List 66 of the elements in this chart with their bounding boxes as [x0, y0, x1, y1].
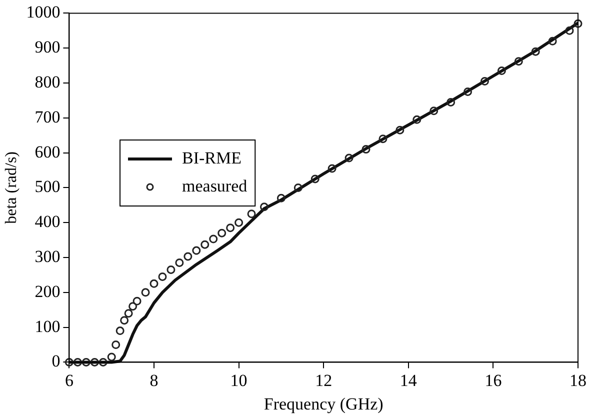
y-axis-title: beta (rad/s)	[2, 151, 20, 224]
y-tick-label: 1000	[26, 2, 60, 22]
point	[480, 77, 489, 86]
point	[430, 106, 438, 116]
x-tick-label: 8	[150, 370, 158, 390]
point	[184, 252, 192, 261]
point	[226, 224, 235, 232]
x-tick-label: 10	[230, 370, 248, 390]
point	[276, 194, 286, 202]
point	[175, 258, 184, 267]
y-tick-label: 100	[34, 316, 60, 336]
point	[82, 358, 90, 366]
point	[378, 134, 388, 144]
point	[141, 288, 150, 297]
x-tick-label: 16	[484, 370, 502, 390]
point	[200, 240, 210, 249]
point	[497, 66, 506, 76]
point	[362, 145, 370, 154]
point	[531, 47, 540, 56]
point	[128, 302, 138, 311]
point	[548, 36, 557, 46]
y-tick-label: 0	[52, 352, 60, 371]
point	[107, 352, 116, 362]
point	[218, 228, 226, 238]
point	[112, 340, 120, 349]
y-tick-label: 600	[34, 142, 60, 162]
point	[90, 358, 99, 366]
point	[328, 164, 336, 173]
point	[574, 19, 582, 28]
point	[565, 26, 574, 35]
point	[132, 296, 142, 306]
y-tick-label: 700	[34, 107, 60, 126]
legend-label: measured	[182, 176, 248, 196]
point	[344, 154, 354, 162]
y-tick-label: 900	[34, 38, 60, 57]
y-tick-label: 800	[34, 72, 60, 92]
point	[124, 309, 133, 318]
legend-label: BI-RME	[182, 148, 242, 168]
point	[158, 272, 167, 281]
x-tick-label: 12	[315, 370, 332, 390]
y-tick-label: 400	[34, 212, 60, 232]
point	[166, 265, 176, 274]
point	[464, 87, 472, 96]
x-axis-title: Frequency (GHz)	[264, 394, 384, 414]
point	[514, 57, 523, 66]
point	[396, 126, 404, 134]
point	[150, 279, 158, 288]
point	[260, 202, 268, 212]
y-tick-label: 300	[34, 246, 60, 266]
point	[294, 183, 302, 192]
x-tick-label: 14	[400, 370, 418, 390]
point	[116, 326, 124, 336]
point	[209, 234, 218, 244]
x-tick-label: 6	[64, 370, 74, 390]
point	[234, 218, 244, 227]
y-tick-label: 500	[34, 177, 60, 196]
point	[247, 210, 256, 218]
x-tick-label: 18	[570, 370, 586, 390]
point	[120, 316, 129, 325]
y-tick-label: 200	[34, 282, 60, 301]
point	[412, 115, 422, 124]
point	[98, 358, 108, 366]
point	[192, 246, 201, 255]
point	[73, 358, 82, 366]
point	[446, 98, 456, 106]
point	[310, 174, 320, 184]
